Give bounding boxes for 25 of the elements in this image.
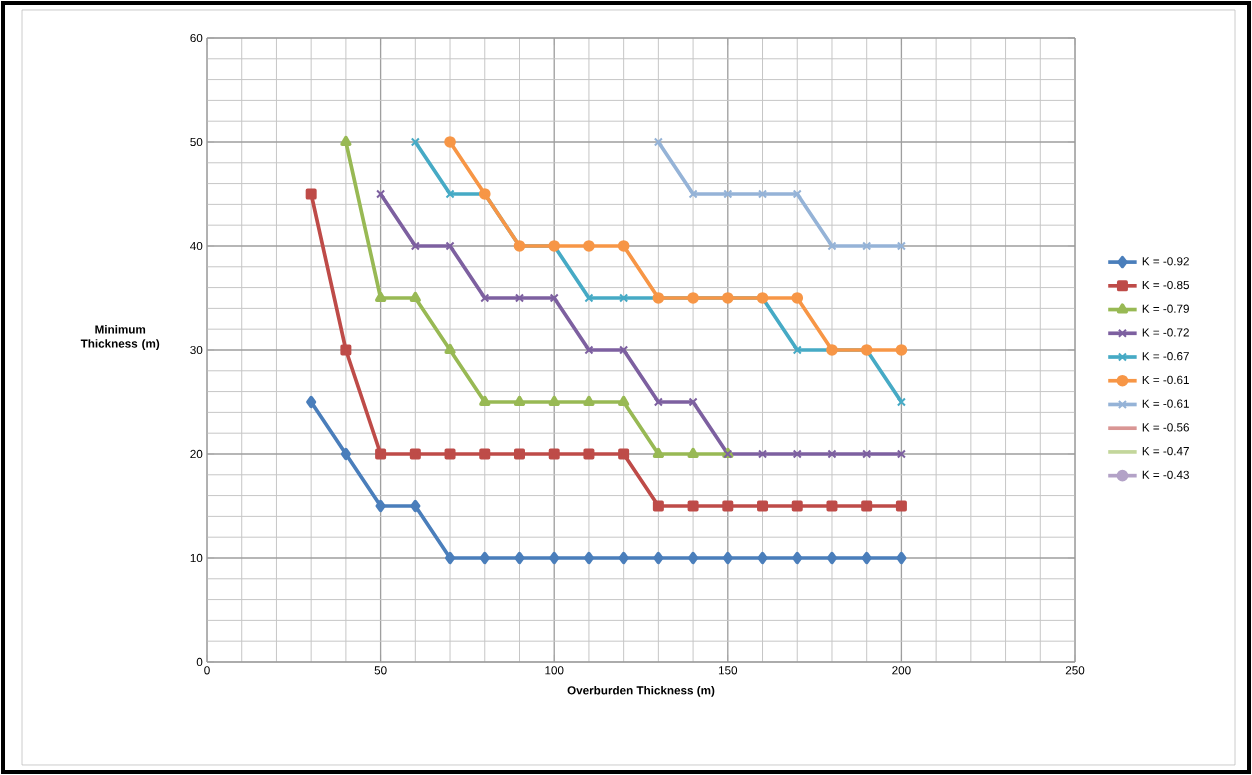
y-tick-label: 20 — [190, 449, 203, 459]
x-axis-title: Overburden Thickness (m) — [567, 685, 715, 697]
y-tick-label: 30 — [190, 345, 203, 355]
y-axis-title: Minimum Thickness (m) — [80, 324, 160, 351]
legend-label: K = -0.56 — [1142, 423, 1189, 432]
x-tick-label: 150 — [718, 666, 738, 675]
y-tick-label: 40 — [190, 241, 203, 251]
legend-label: K = -0.85 — [1142, 280, 1189, 290]
x-tick-label: 250 — [1065, 666, 1085, 675]
legend-label: K = -0.67 — [1142, 352, 1189, 361]
y-tick-label: 0 — [196, 657, 203, 667]
legend-label: K = -0.92 — [1142, 257, 1189, 266]
y-tick-label: 60 — [190, 33, 203, 43]
y-tick-label: 10 — [190, 553, 203, 563]
legend-label: K = -0.72 — [1142, 328, 1189, 337]
x-tick-label: 0 — [204, 666, 210, 675]
legend-label: K = -0.79 — [1142, 304, 1189, 313]
x-tick-label: 50 — [374, 666, 387, 675]
x-tick-label: 100 — [545, 666, 564, 675]
x-tick-label: 200 — [892, 666, 911, 675]
legend-label: K = -0.47 — [1142, 447, 1189, 456]
legend-label: K = -0.61 — [1142, 399, 1189, 408]
legend-label: K = -0.43 — [1142, 470, 1189, 479]
y-tick-label: 50 — [190, 137, 203, 147]
legend-label: K = -0.61 — [1142, 375, 1189, 385]
